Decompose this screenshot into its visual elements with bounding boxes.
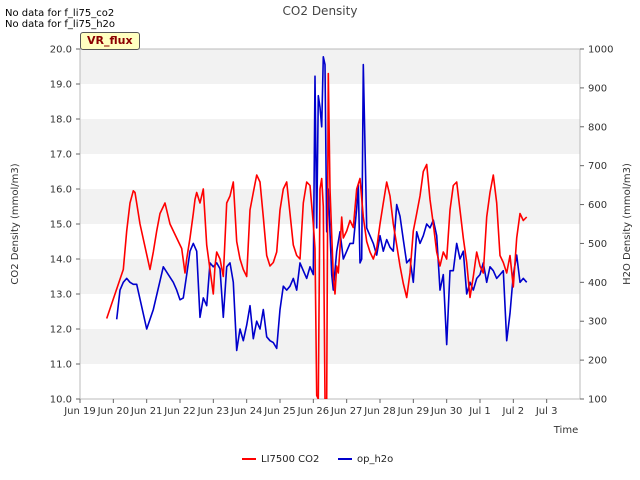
legend-swatch-red <box>242 458 256 460</box>
y-tick-label: 16.0 <box>50 185 72 196</box>
y2-tick-label: 200 <box>588 356 607 367</box>
x-tick-label: Jun 23 <box>197 406 230 417</box>
y-tick-label: 13.0 <box>50 290 72 301</box>
y2-tick-label: 700 <box>588 161 607 172</box>
series-line-op-h2o <box>115 56 528 352</box>
grid-band <box>80 84 580 119</box>
y-tick-label: 17.0 <box>50 150 72 161</box>
y2-tick-label: 600 <box>588 200 607 211</box>
y2-axis-label: H2O Density (mmol/m3) <box>622 163 633 285</box>
series-line-li7500-co2 <box>105 72 528 399</box>
y-tick-label: 14.0 <box>50 255 72 266</box>
x-tick-label: Jul 1 <box>468 406 491 417</box>
y-tick-label: 19.0 <box>50 80 72 91</box>
y2-tick-label: 100 <box>588 395 607 406</box>
y-tick-label: 12.0 <box>50 325 72 336</box>
y2-tick-label: 300 <box>588 317 607 328</box>
y-axis-label: CO2 Density (mmol/m3) <box>10 163 21 284</box>
y2-tick-label: 400 <box>588 278 607 289</box>
x-axis-label: Time <box>553 425 578 436</box>
grid-band <box>80 259 580 294</box>
grid-band <box>80 364 580 399</box>
legend-item-op-h2o: op_h2o <box>338 452 393 468</box>
legend: LI7500 CO2 op_h2o <box>0 452 640 468</box>
y-axis-right: 100 200 300 400 500 600 700 800 900 1000 <box>580 45 613 406</box>
y2-tick-label: 900 <box>588 83 607 94</box>
x-tick-label: Jun 27 <box>330 406 363 417</box>
x-tick-label: Jun 22 <box>163 406 196 417</box>
no-data-message-h2o: No data for f_li75_h2o <box>5 19 116 30</box>
grid-band <box>80 294 580 329</box>
x-tick-label: Jun 28 <box>363 406 396 417</box>
x-tick-label: Jun 25 <box>263 406 296 417</box>
site-badge: VR_flux <box>80 32 140 50</box>
y-tick-label: 15.0 <box>50 220 72 231</box>
x-axis: Jun 19 Jun 20 Jun 21 Jun 22 Jun 23 Jun 24 Jun … <box>63 399 557 417</box>
x-tick-label: Jun 19 <box>63 406 96 417</box>
x-tick-label: Jun 29 <box>397 406 430 417</box>
y2-tick-label: 800 <box>588 122 607 133</box>
x-tick-label: Jun 30 <box>430 406 463 417</box>
legend-swatch-blue <box>338 458 352 460</box>
x-tick-label: Jul 2 <box>502 406 525 417</box>
x-tick-label: Jun 26 <box>297 406 330 417</box>
y-axis-left: 10.0 11.0 12.0 13.0 14.0 15.0 16.0 17.0 18.0 19.0… <box>50 45 80 406</box>
legend-item-li7500-co2: LI7500 CO2 <box>242 452 319 468</box>
no-data-message-co2: No data for f_li75_co2 <box>5 8 115 19</box>
grid-band <box>80 329 580 364</box>
y-tick-label: 11.0 <box>50 360 72 371</box>
grid-band <box>80 49 580 84</box>
x-tick-label: Jun 21 <box>130 406 163 417</box>
y-tick-label: 18.0 <box>50 115 72 126</box>
legend-label-h2o: op_h2o <box>357 454 394 465</box>
x-tick-label: Jul 3 <box>535 406 558 417</box>
chart-title: CO2 Density <box>283 4 358 18</box>
x-tick-label: Jun 20 <box>97 406 130 417</box>
y2-tick-label: 500 <box>588 239 607 250</box>
y-tick-label: 10.0 <box>50 395 72 406</box>
legend-label-co2: LI7500 CO2 <box>261 454 320 465</box>
y2-tick-label: 1000 <box>588 45 613 56</box>
y-tick-label: 20.0 <box>50 45 72 56</box>
series-layer <box>105 56 528 399</box>
x-tick-label: Jun 24 <box>230 406 263 417</box>
